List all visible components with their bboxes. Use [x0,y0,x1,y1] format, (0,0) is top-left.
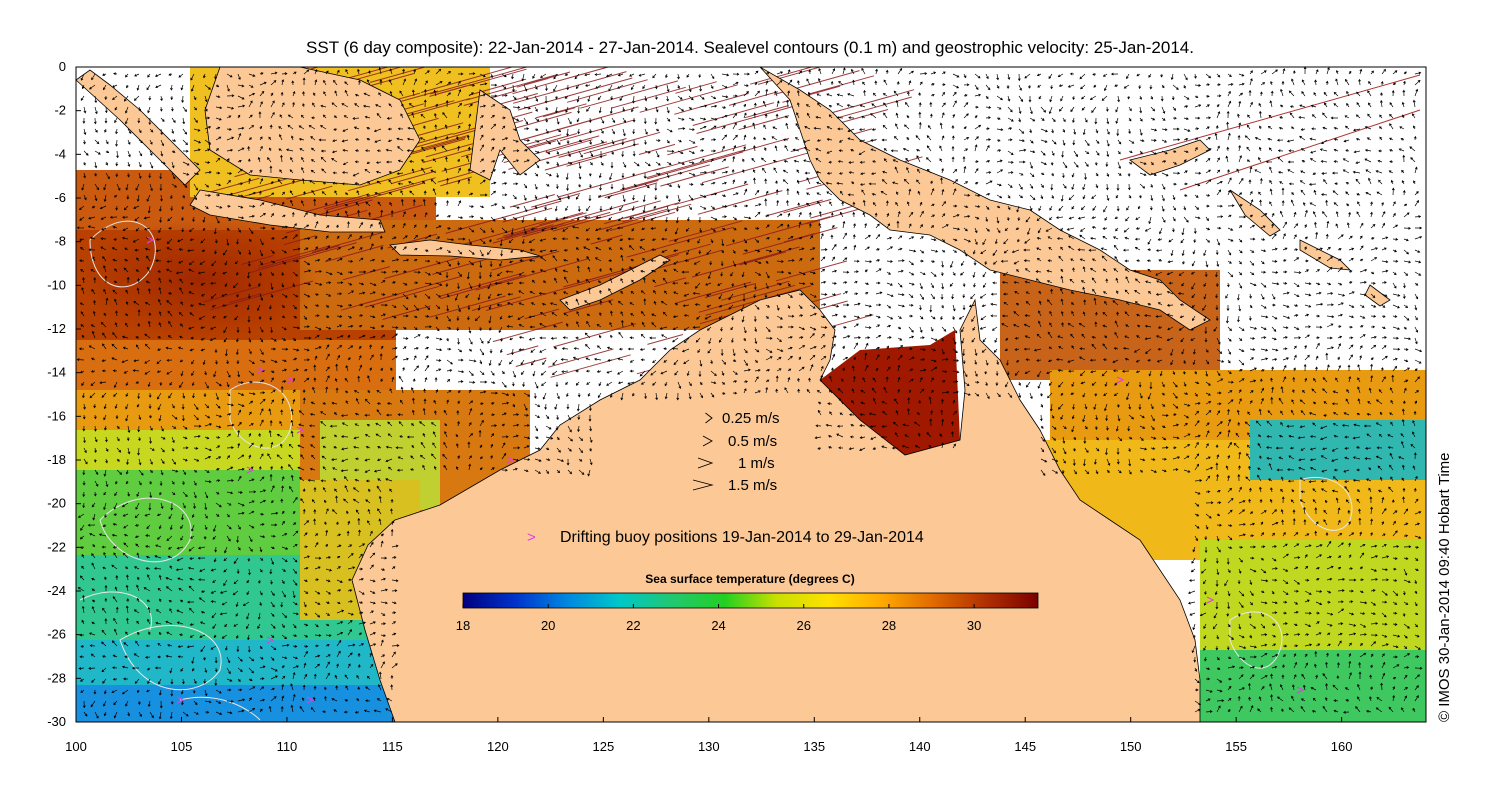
buoy-marker [1206,596,1215,604]
map-content [76,67,1426,722]
lat-tick-label: -26 [47,627,66,642]
colorbar-bar [462,592,1039,609]
lon-axis: 100 105 110 115 120 125 130 135 140 145 150 155 160 [65,717,1352,754]
lat-tick-label: -12 [47,321,66,336]
land-sulawesi [469,89,541,181]
velocity-legend-label: 1 m/s [738,455,775,472]
lat-tick-label: -14 [47,365,66,380]
buoy-legend-symbol: > [527,529,536,546]
velocity-legend-arrow [697,457,714,469]
velocity-legend-arrow [705,412,713,424]
colorbar-tick-label: 22 [626,618,640,633]
sst-band-west-9 [76,685,396,722]
lat-tick-label: -24 [47,583,66,598]
geostrophic-velocity-arrows [76,67,1423,720]
colorbar-tick-label: 24 [711,618,725,633]
buoy-marker [176,696,185,704]
land-timor [559,254,671,311]
lon-tick-label: 140 [909,739,931,754]
lon-tick-label: 155 [1225,739,1247,754]
colorbar-tick-label: 28 [882,618,896,633]
buoy-marker [266,636,275,644]
buoy-legend: > Drifting buoy positions 19-Jan-2014 to… [527,529,924,546]
lat-tick-label: 0 [59,59,66,74]
velocity-legend: 0.25 m/s 0.5 m/s 1 m/s 1.5 m/s [692,410,780,494]
land-new-guinea [759,67,1211,331]
buoy-marker [506,456,515,464]
velocity-legend-label: 1.5 m/s [728,477,777,494]
lon-tick-label: 115 [382,739,403,754]
plot-frame [75,66,1427,723]
lat-tick-label: -4 [54,146,66,161]
lon-tick-label: 150 [1120,739,1142,754]
colorbar-tick-label: 20 [541,618,555,633]
colorbar-tick-label: 30 [967,618,981,633]
lat-axis: 0 -2 -4 -6 -8 -10 -12 -14 -16 -18 -20 -22 -24 -26 -28 -… [47,59,81,729]
colorbar-title: Sea surface temperature (degrees C) [645,572,854,586]
lat-tick-label: -6 [54,190,66,205]
buoy-marker [1296,686,1305,694]
map-title: SST (6 day composite): 22-Jan-2014 - 27-… [306,38,1194,57]
land-solomons-2 [1299,239,1352,271]
lat-tick-label: -2 [54,103,66,118]
buoy-marker [286,376,295,384]
credit-label: © IMOS 30-Jan-2014 09:40 Hobart Time [1436,452,1453,722]
sst-coral-cool-patch [1250,420,1426,480]
land-solomons-1 [1229,189,1281,237]
lon-tick-label: 105 [171,739,193,754]
buoy-legend-label: Drifting buoy positions 19-Jan-2014 to 2… [560,529,924,546]
drifting-buoys [146,236,1305,704]
streak-lines-east [1119,74,1421,191]
sst-band-west-8 [76,640,396,690]
buoy-marker [246,466,255,474]
lat-tick-label: -18 [47,452,66,467]
lon-tick-label: 160 [1331,739,1353,754]
lat-tick-label: -16 [47,408,66,423]
velocity-arrow-field [76,67,1423,720]
velocity-legend-arrow [702,435,713,447]
lat-tick-label: -8 [54,234,66,249]
lat-tick-label: -30 [47,714,66,729]
buoy-marker [296,426,305,434]
sst-tasman-north [1200,540,1426,660]
buoy-marker [256,366,265,374]
land-java [189,189,386,233]
sst-tasman-south [1200,650,1426,722]
land-sumatra [76,69,201,186]
sst-timor-sea [300,220,820,330]
lon-tick-label: 100 [65,739,87,754]
lat-tick-label: -22 [47,539,66,554]
colorbar-tick-label: 18 [456,618,470,633]
lat-tick-label: -10 [47,277,66,292]
buoy-marker [146,236,155,244]
lon-tick-label: 125 [592,739,614,754]
lat-tick-label: -28 [47,670,66,685]
lon-tick-label: 110 [277,739,298,754]
velocity-legend-arrow [692,479,714,491]
velocity-legend-label: 0.5 m/s [728,433,777,450]
buoy-marker [306,696,315,704]
colorbar-ticks: 18 20 22 24 26 28 30 [456,604,981,633]
lon-tick-label: 120 [487,739,509,754]
lat-tick-label: -20 [47,496,66,511]
lon-tick-label: 130 [698,739,720,754]
colorbar-tick-label: 26 [797,618,811,633]
lon-tick-label: 135 [803,739,825,754]
buoy-marker [1116,376,1125,384]
sst-gulf-carpentaria [820,330,960,455]
colorbar: Sea surface temperature (degrees C) 18 20… [456,572,1039,633]
land-solomons-3 [1364,284,1391,307]
lon-tick-label: 145 [1014,739,1036,754]
velocity-legend-label: 0.25 m/s [722,410,780,427]
